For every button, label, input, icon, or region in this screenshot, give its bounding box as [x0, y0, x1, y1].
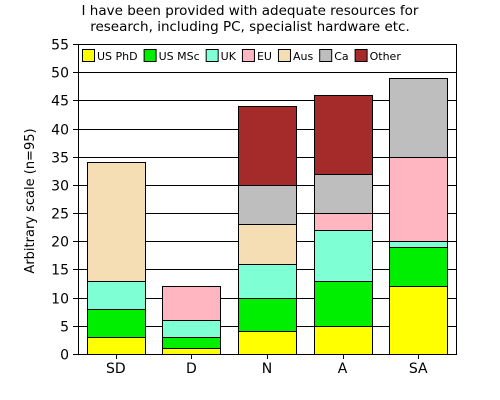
bar-segment-sa-us-msc — [389, 247, 448, 287]
x-axis: SD D N A SA — [106, 354, 428, 377]
y-tick-label: 35 — [51, 151, 69, 167]
x-tick-label: SA — [409, 361, 428, 377]
legend-swatch — [143, 49, 157, 62]
bar-segment-a-other — [314, 95, 373, 175]
y-tick-label: 0 — [60, 348, 69, 364]
bar-segment-a-us-msc — [314, 281, 373, 327]
legend-swatch — [205, 49, 219, 62]
bar-segment-d-us-msc — [162, 337, 221, 349]
legend-label: Aus — [293, 50, 313, 63]
bar-segment-sd-uk — [87, 281, 146, 310]
y-axis: 0 5 10 15 20 25 30 35 40 45 50 55 — [51, 38, 78, 364]
x-tick-label: D — [186, 361, 197, 377]
bar-segment-sa-ca — [389, 78, 448, 158]
x-tick-label: N — [262, 361, 272, 377]
y-tick-label: 30 — [51, 179, 69, 195]
bar-segment-sa-uk — [389, 241, 448, 248]
y-tick-label: 10 — [51, 292, 69, 308]
legend-label: Other — [370, 50, 402, 63]
bar-segment-a-uk — [314, 230, 373, 282]
bar-segment-sd-us-phd — [87, 337, 146, 355]
bar-segment-a-ca — [314, 174, 373, 214]
legend-swatch — [241, 49, 255, 62]
bar-segment-n-other — [238, 106, 297, 186]
legend-swatch — [319, 49, 333, 62]
legend-label: US PhD — [97, 50, 138, 63]
legend-label: Ca — [334, 50, 348, 63]
y-tick-label: 5 — [60, 320, 69, 336]
bar-segment-n-ca — [238, 185, 297, 225]
legend-swatch — [82, 49, 95, 62]
y-tick-label: 25 — [51, 207, 69, 223]
bar-segment-d-uk — [162, 320, 221, 338]
bar-segment-sd-aus — [87, 162, 146, 282]
legend-label: UK — [221, 50, 237, 63]
bar-segment-n-uk — [238, 264, 297, 299]
bar-segment-sd-us-msc — [87, 309, 146, 338]
x-tick-label: SD — [106, 361, 126, 377]
bar-segment-n-us-msc — [238, 298, 297, 332]
legend: US PhD US MSc UK EU Aus Ca Other — [82, 49, 402, 63]
y-tick-label: 50 — [51, 66, 69, 82]
y-axis-label: Arbitrary scale (n=95) — [23, 128, 38, 273]
y-tick-label: 40 — [51, 123, 69, 139]
y-tick-label: 45 — [51, 94, 69, 110]
legend-swatch — [277, 49, 291, 62]
bar-segment-a-eu — [314, 213, 373, 231]
legend-label: US MSc — [159, 50, 200, 63]
bar-segment-d-us-phd — [162, 348, 221, 355]
y-tick-label: 15 — [51, 263, 69, 279]
bar-segment-sa-eu — [389, 157, 448, 242]
bar-segment-sa-us-phd — [389, 286, 448, 355]
bar-segment-d-eu — [162, 286, 221, 321]
bar-segment-n-us-phd — [238, 331, 297, 355]
y-tick-label: 55 — [51, 38, 69, 54]
y-tick-label: 20 — [51, 235, 69, 251]
bars — [87, 78, 448, 355]
legend-label: EU — [257, 50, 272, 63]
legend-swatch — [354, 49, 368, 62]
bar-segment-n-aus — [238, 224, 297, 265]
bar-segment-a-us-phd — [314, 326, 373, 355]
x-tick-label: A — [338, 361, 348, 377]
chart-title-line-1: I have been provided with adequate resou… — [81, 3, 419, 19]
chart-title-line-2: research, including PC, specialist hardw… — [90, 19, 410, 35]
